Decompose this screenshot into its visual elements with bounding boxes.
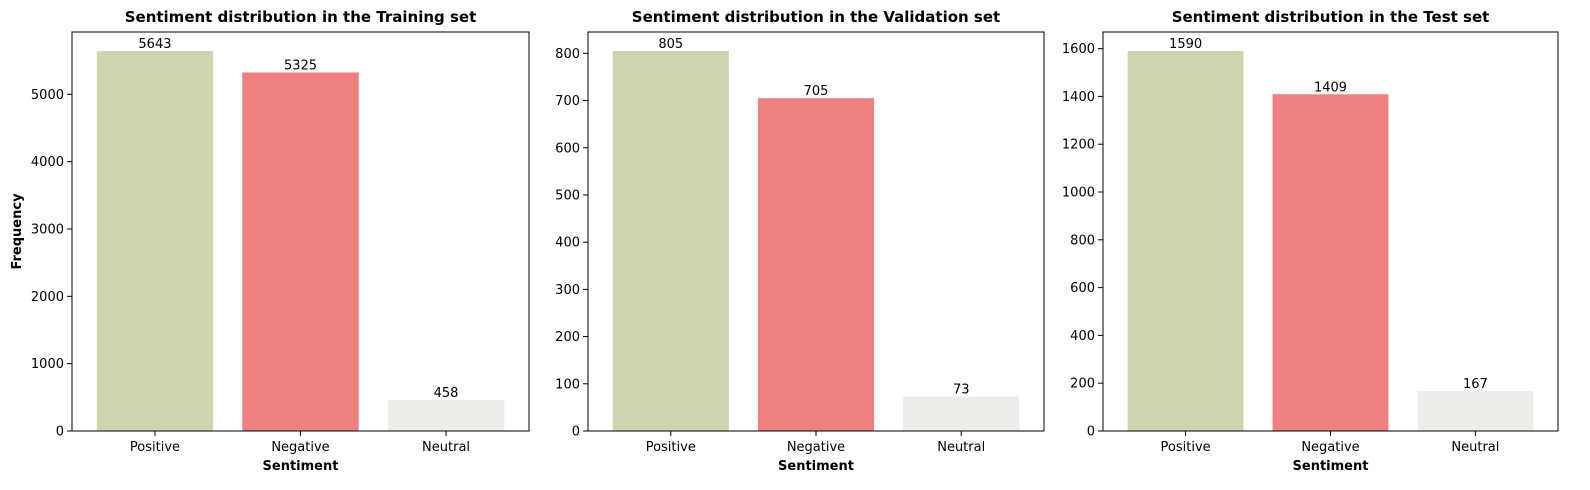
y-tick-label: 1200	[1062, 138, 1095, 153]
bar-negative	[242, 72, 359, 432]
chart-title: Sentiment distribution in the Test set	[1172, 8, 1490, 26]
x-tick-label: Negative	[787, 440, 845, 455]
y-axis-label: Frequency	[10, 193, 25, 270]
data-label-negative: 5325	[284, 58, 317, 73]
bar-neutral	[903, 396, 1020, 431]
x-tick-label: Neutral	[937, 440, 985, 455]
bar-neutral	[1417, 391, 1534, 431]
y-tick-label: 4000	[31, 155, 64, 170]
panel-test: 1590 1409 167 0 200 400 600 800 1000 1200 1400 1600…	[1062, 8, 1559, 474]
data-label-negative: 1409	[1314, 80, 1347, 95]
y-tick-label: 800	[555, 47, 580, 62]
chart-title: Sentiment distribution in the Training s…	[125, 8, 477, 26]
y-tick-label: 0	[572, 425, 580, 440]
x-tick-label: Positive	[1161, 440, 1211, 455]
data-label-negative: 705	[804, 84, 829, 99]
y-tick-label: 800	[1070, 233, 1095, 248]
y-tick-label: 1600	[1062, 42, 1095, 57]
y-tick-label: 1400	[1062, 90, 1095, 105]
y-tick-label: 400	[555, 236, 580, 251]
y-tick-label: 1000	[31, 357, 64, 372]
y-tick-label: 500	[555, 188, 580, 203]
y-tick-label: 600	[1070, 281, 1095, 296]
bar-neutral	[387, 400, 505, 431]
panel-training: 5643 5325 458 0 1000 2000 3000 4000 5000 Positive…	[10, 8, 530, 474]
data-label-neutral: 167	[1463, 377, 1488, 392]
x-axis-label: Sentiment	[778, 459, 854, 474]
y-tick-label: 2000	[31, 290, 64, 305]
y-tick-label: 200	[555, 330, 580, 345]
bar-negative	[757, 98, 875, 432]
data-label-positive: 1590	[1169, 37, 1202, 52]
data-label-positive: 5643	[138, 37, 171, 52]
y-tick-label: 200	[1070, 377, 1095, 392]
bar-positive	[96, 51, 214, 431]
bar-positive	[612, 51, 729, 431]
y-tick-label: 0	[56, 425, 64, 440]
bar-negative	[1272, 94, 1389, 431]
y-tick-label: 3000	[31, 222, 64, 237]
x-axis-label: Sentiment	[263, 459, 339, 474]
y-tick-label: 300	[555, 283, 580, 298]
y-tick-label: 400	[1070, 329, 1095, 344]
panel-validation: 805 705 73 0 100 200 300 400 500 600 700 800 Positiv…	[555, 8, 1045, 474]
data-label-positive: 805	[658, 37, 683, 52]
chart-title: Sentiment distribution in the Validation…	[632, 8, 1000, 26]
bar-positive	[1127, 51, 1244, 431]
y-tick-label: 700	[555, 94, 580, 109]
x-tick-label: Negative	[1301, 440, 1359, 455]
y-tick-label: 600	[555, 141, 580, 156]
x-tick-label: Neutral	[1451, 440, 1499, 455]
y-tick-label: 1000	[1062, 186, 1095, 201]
x-tick-label: Positive	[646, 440, 696, 455]
data-label-neutral: 73	[953, 383, 970, 398]
data-label-neutral: 458	[434, 386, 459, 401]
y-tick-label: 100	[555, 377, 580, 392]
y-tick-label: 5000	[31, 88, 64, 103]
x-tick-label: Neutral	[422, 440, 470, 455]
y-tick-label: 0	[1087, 425, 1095, 440]
x-tick-label: Negative	[271, 440, 329, 455]
x-tick-label: Positive	[130, 440, 180, 455]
x-axis-label: Sentiment	[1293, 459, 1369, 474]
